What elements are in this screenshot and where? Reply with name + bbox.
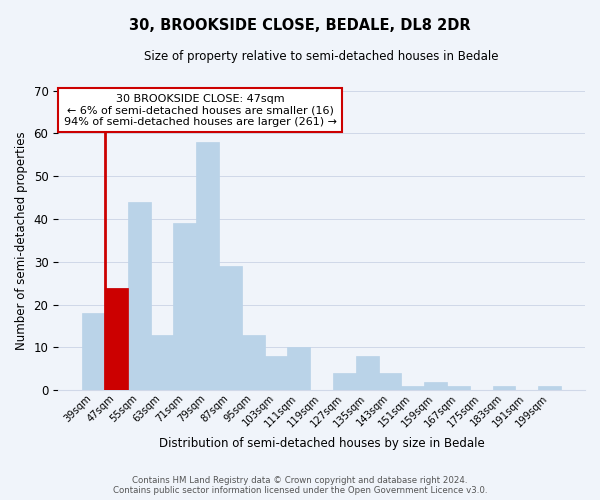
- Title: Size of property relative to semi-detached houses in Bedale: Size of property relative to semi-detach…: [145, 50, 499, 63]
- Bar: [333, 373, 356, 390]
- Bar: [128, 202, 151, 390]
- Bar: [242, 334, 265, 390]
- Bar: [173, 224, 196, 390]
- Bar: [196, 142, 219, 390]
- Bar: [493, 386, 515, 390]
- Text: 30 BROOKSIDE CLOSE: 47sqm
← 6% of semi-detached houses are smaller (16)
94% of s: 30 BROOKSIDE CLOSE: 47sqm ← 6% of semi-d…: [64, 94, 337, 127]
- Bar: [105, 288, 128, 391]
- Bar: [447, 386, 470, 390]
- Bar: [356, 356, 379, 390]
- Bar: [82, 313, 105, 390]
- X-axis label: Distribution of semi-detached houses by size in Bedale: Distribution of semi-detached houses by …: [159, 437, 484, 450]
- Bar: [287, 348, 310, 391]
- Bar: [379, 373, 401, 390]
- Bar: [265, 356, 287, 390]
- Y-axis label: Number of semi-detached properties: Number of semi-detached properties: [15, 131, 28, 350]
- Bar: [105, 288, 128, 391]
- Text: 30, BROOKSIDE CLOSE, BEDALE, DL8 2DR: 30, BROOKSIDE CLOSE, BEDALE, DL8 2DR: [129, 18, 471, 32]
- Bar: [424, 382, 447, 390]
- Bar: [151, 334, 173, 390]
- Bar: [538, 386, 561, 390]
- Bar: [401, 386, 424, 390]
- Bar: [219, 266, 242, 390]
- Text: Contains HM Land Registry data © Crown copyright and database right 2024.
Contai: Contains HM Land Registry data © Crown c…: [113, 476, 487, 495]
